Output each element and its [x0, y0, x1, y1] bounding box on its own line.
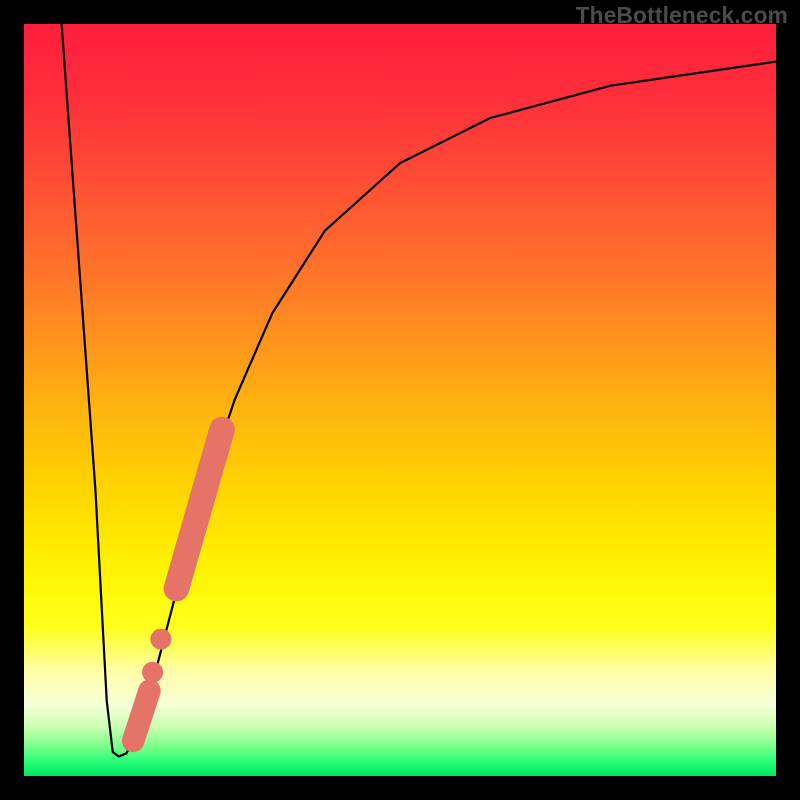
chart-plot-area	[24, 24, 776, 776]
data-marker	[142, 662, 163, 683]
data-marker	[150, 629, 171, 650]
chart-background	[24, 24, 776, 776]
chart-svg	[24, 24, 776, 776]
data-marker-cluster	[133, 691, 149, 741]
outer-frame: TheBottleneck.com	[0, 0, 800, 800]
